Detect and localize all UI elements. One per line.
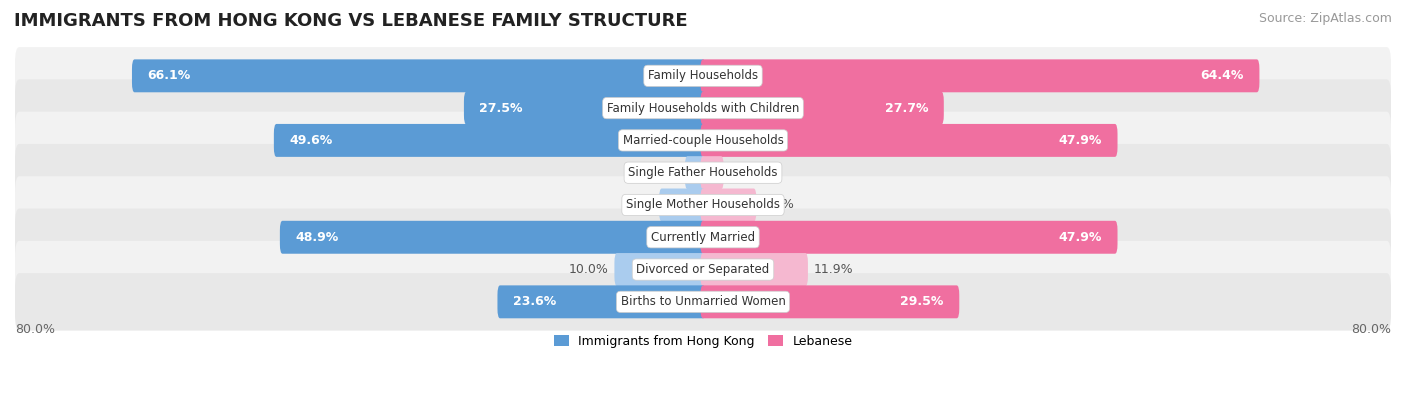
FancyBboxPatch shape <box>464 92 706 124</box>
Text: 80.0%: 80.0% <box>15 323 55 336</box>
FancyBboxPatch shape <box>15 144 1391 201</box>
FancyBboxPatch shape <box>659 188 706 222</box>
FancyBboxPatch shape <box>15 79 1391 137</box>
Text: 11.9%: 11.9% <box>814 263 853 276</box>
Text: 2.1%: 2.1% <box>730 166 762 179</box>
FancyBboxPatch shape <box>274 124 706 157</box>
FancyBboxPatch shape <box>685 156 706 189</box>
Text: 23.6%: 23.6% <box>513 295 557 308</box>
FancyBboxPatch shape <box>15 47 1391 105</box>
Text: 5.9%: 5.9% <box>762 198 794 211</box>
Text: 64.4%: 64.4% <box>1201 70 1244 82</box>
Text: 47.9%: 47.9% <box>1059 134 1102 147</box>
Text: Births to Unmarried Women: Births to Unmarried Women <box>620 295 786 308</box>
Text: 27.5%: 27.5% <box>479 102 523 115</box>
Text: Family Households with Children: Family Households with Children <box>607 102 799 115</box>
Text: Divorced or Separated: Divorced or Separated <box>637 263 769 276</box>
FancyBboxPatch shape <box>15 209 1391 266</box>
Text: Family Households: Family Households <box>648 70 758 82</box>
FancyBboxPatch shape <box>280 221 706 254</box>
Text: 1.8%: 1.8% <box>647 166 679 179</box>
Text: 10.0%: 10.0% <box>568 263 609 276</box>
Text: 49.6%: 49.6% <box>290 134 333 147</box>
FancyBboxPatch shape <box>15 112 1391 169</box>
FancyBboxPatch shape <box>700 92 943 124</box>
FancyBboxPatch shape <box>700 221 1118 254</box>
Text: Single Mother Households: Single Mother Households <box>626 198 780 211</box>
FancyBboxPatch shape <box>700 156 724 189</box>
FancyBboxPatch shape <box>498 285 706 318</box>
FancyBboxPatch shape <box>15 176 1391 234</box>
Text: 80.0%: 80.0% <box>1351 323 1391 336</box>
Text: 47.9%: 47.9% <box>1059 231 1102 244</box>
FancyBboxPatch shape <box>700 59 1260 92</box>
FancyBboxPatch shape <box>132 59 706 92</box>
FancyBboxPatch shape <box>15 241 1391 298</box>
Text: 66.1%: 66.1% <box>148 70 191 82</box>
Legend: Immigrants from Hong Kong, Lebanese: Immigrants from Hong Kong, Lebanese <box>548 330 858 353</box>
FancyBboxPatch shape <box>700 253 808 286</box>
Text: Single Father Households: Single Father Households <box>628 166 778 179</box>
FancyBboxPatch shape <box>700 188 756 222</box>
FancyBboxPatch shape <box>700 285 959 318</box>
Text: Married-couple Households: Married-couple Households <box>623 134 783 147</box>
Text: IMMIGRANTS FROM HONG KONG VS LEBANESE FAMILY STRUCTURE: IMMIGRANTS FROM HONG KONG VS LEBANESE FA… <box>14 12 688 30</box>
Text: 48.9%: 48.9% <box>295 231 339 244</box>
Text: 4.8%: 4.8% <box>621 198 654 211</box>
Text: Currently Married: Currently Married <box>651 231 755 244</box>
Text: 27.7%: 27.7% <box>884 102 928 115</box>
FancyBboxPatch shape <box>15 273 1391 331</box>
Text: 29.5%: 29.5% <box>900 295 943 308</box>
FancyBboxPatch shape <box>700 124 1118 157</box>
Text: Source: ZipAtlas.com: Source: ZipAtlas.com <box>1258 12 1392 25</box>
FancyBboxPatch shape <box>614 253 706 286</box>
